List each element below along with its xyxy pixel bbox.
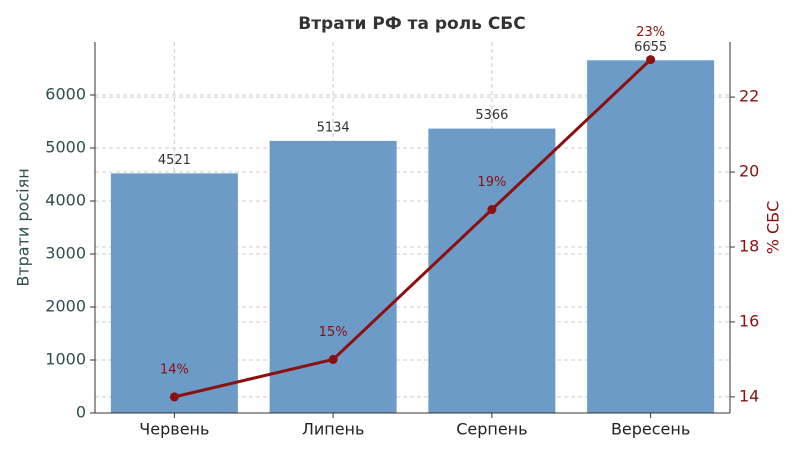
bar [428,128,556,414]
x-tick-label: Вересень [611,420,690,439]
bar-value-label: 6655 [634,40,667,55]
bar-value-label: 4521 [158,153,191,168]
line [174,58,652,399]
bar-value-label: 5134 [317,120,350,135]
line-point [646,55,656,65]
y2-tick-label: 22 [739,87,759,106]
y-tick-label: 2000 [45,297,86,316]
y-tick-label: 5000 [45,138,86,157]
line-point [169,392,179,402]
x-tick-label: Серпень [456,420,527,439]
line-point [328,354,338,364]
chart-title: Втрати РФ та роль СБС [298,14,526,34]
y2-axis-label: % СБС [764,201,783,255]
y-tick-label: 1000 [45,350,86,369]
line-value-label: 19% [477,175,506,190]
y2-tick-label: 18 [739,236,759,255]
y-tick-label: 3000 [45,244,86,263]
y2-tick-label: 16 [739,311,759,330]
x-tick-label: Липень [302,420,365,439]
bar [269,140,397,413]
x-tick-label: Червень [139,420,209,439]
line-point [487,205,497,215]
y-tick-label: 6000 [45,85,86,104]
line-value-label: 15% [319,325,348,340]
y-axis-label: Втрати росіян [14,168,33,286]
bar [110,173,238,413]
y2-tick-label: 14 [739,386,759,405]
line-value-label: 23% [636,25,665,40]
line-value-label: 14% [160,362,189,377]
bar-value-label: 5366 [475,108,508,123]
y2-tick-label: 20 [739,162,759,181]
y-tick-label: 4000 [45,191,86,210]
bar [587,60,715,413]
y-tick-label: 0 [76,403,86,422]
